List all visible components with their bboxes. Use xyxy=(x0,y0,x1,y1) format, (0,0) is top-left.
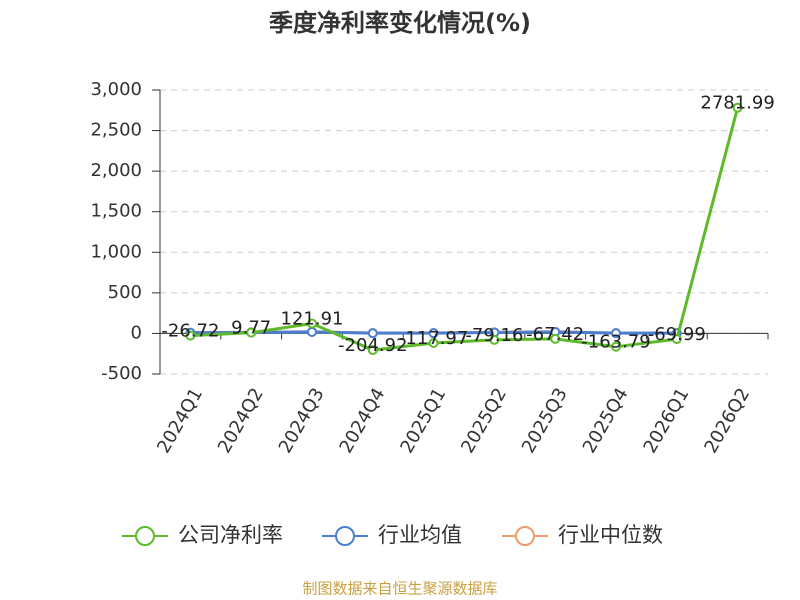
x-tick-label: 2025Q2 xyxy=(457,385,511,457)
x-tick-label: 2024Q2 xyxy=(214,385,268,457)
point-marker xyxy=(428,338,439,349)
y-tick-label: -500 xyxy=(101,363,142,384)
data-label: 2781.99 xyxy=(700,93,774,114)
legend-item[interactable]: 行业中位数 xyxy=(502,523,663,547)
point-marker xyxy=(428,328,439,339)
y-tick-label: 2,000 xyxy=(90,160,142,181)
x-tick-label: 2026Q2 xyxy=(700,385,754,457)
x-tick-label: 2025Q4 xyxy=(579,385,633,457)
x-tick-label: 2024Q3 xyxy=(275,385,329,457)
point-marker xyxy=(550,333,561,344)
point-marker xyxy=(611,328,621,339)
x-tick-label: 2024Q1 xyxy=(153,385,207,457)
x-tick-label: 2025Q3 xyxy=(518,385,572,457)
legend-marker xyxy=(135,526,155,546)
point-marker xyxy=(185,330,196,341)
point-marker xyxy=(671,334,682,345)
data-label: -204.92 xyxy=(338,335,407,356)
point-marker xyxy=(246,327,257,338)
legend-label: 行业均值 xyxy=(378,523,462,547)
legend-item[interactable]: 公司净利率 xyxy=(122,523,283,547)
data-label: -163.79 xyxy=(581,332,650,353)
x-tick-label: 2024Q4 xyxy=(336,385,390,457)
legend-item[interactable]: 行业均值 xyxy=(322,523,462,547)
data-label: -26.72 xyxy=(161,321,219,342)
data-label: 121.91 xyxy=(281,309,344,330)
legend-marker xyxy=(335,526,355,546)
y-tick-label: 500 xyxy=(108,282,142,303)
chart-title: 季度净利率变化情况(%) xyxy=(269,9,531,37)
x-tick-label: 2026Q1 xyxy=(640,385,694,457)
data-label: -117.97 xyxy=(399,328,468,349)
data-label: 9.77 xyxy=(231,318,271,339)
y-tick-label: 0 xyxy=(131,322,142,343)
point-marker xyxy=(367,345,378,356)
y-tick-label: 3,000 xyxy=(90,79,142,100)
point-marker xyxy=(307,318,317,329)
point-marker xyxy=(732,102,743,113)
data-label: -69.99 xyxy=(648,324,706,345)
point-marker xyxy=(489,334,500,345)
point-marker xyxy=(367,328,378,339)
source-note: 制图数据来自恒生聚源数据库 xyxy=(302,580,497,598)
x-tick-label: 2025Q1 xyxy=(396,385,450,457)
legend-label: 行业中位数 xyxy=(558,523,663,547)
legend-label: 公司净利率 xyxy=(178,523,283,547)
legend-marker xyxy=(515,526,535,546)
y-tick-label: 1,500 xyxy=(90,201,142,222)
y-tick-label: 2,500 xyxy=(90,120,142,141)
data-label: -67.42 xyxy=(526,324,584,345)
y-tick-label: 1,000 xyxy=(90,241,142,262)
point-marker xyxy=(611,341,621,352)
series-line xyxy=(190,107,740,352)
data-label: -79.16 xyxy=(465,325,523,346)
